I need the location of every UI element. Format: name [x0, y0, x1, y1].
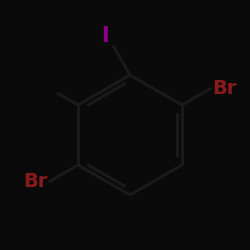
- Text: I: I: [101, 26, 109, 46]
- Text: Br: Br: [23, 172, 48, 191]
- Text: Br: Br: [212, 79, 237, 98]
